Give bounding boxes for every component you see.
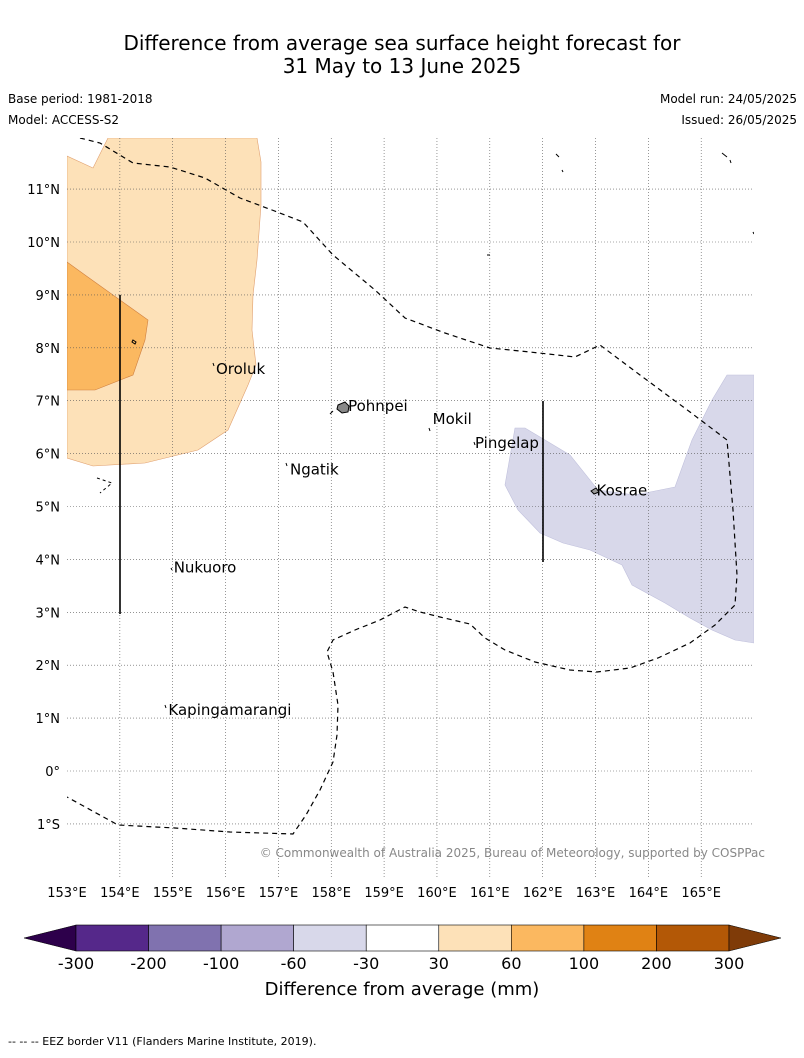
reef-marks	[164, 152, 754, 709]
longitude-label: 160°E	[417, 886, 457, 900]
colorbar-tick-label: 60	[501, 954, 521, 973]
longitude-label: 161°E	[470, 886, 510, 900]
longitude-label: 158°E	[311, 886, 351, 900]
latitude-label: 1°N	[36, 712, 61, 727]
colorbar-segment	[220, 924, 294, 952]
colorbar-segment	[75, 924, 149, 952]
latitude-label: 3°N	[36, 606, 61, 621]
latitude-label: 1°S	[37, 818, 60, 833]
place-label: Nukuoro	[174, 558, 237, 576]
longitude-label: 164°E	[629, 886, 669, 900]
colorbar-tick-label: -300	[58, 954, 94, 973]
eez-border-fragment	[96, 477, 114, 494]
colorbar-segment	[511, 924, 585, 952]
place-label: Oroluk	[216, 360, 265, 378]
latitude-label: 11°N	[27, 183, 60, 198]
anomaly-region-minus-30-60	[504, 374, 754, 644]
place-label: Pingelap	[475, 434, 539, 452]
model-name: Model: ACCESS-S2	[8, 113, 120, 127]
atoll-marker	[131, 339, 137, 345]
title-line-2: 31 May to 13 June 2025	[282, 54, 522, 78]
colorbar-tick-label: 300	[714, 954, 745, 973]
title-line-1: Difference from average sea surface heig…	[123, 31, 681, 55]
latitude-label: 8°N	[36, 342, 61, 357]
place-label: Pohnpei	[348, 397, 408, 415]
longitude-label: 155°E	[153, 886, 193, 900]
colorbar-over-arrow	[728, 924, 782, 952]
map-title: Difference from average sea surface heig…	[0, 32, 804, 78]
longitude-label: 153°E	[47, 886, 87, 900]
place-label: Kosrae	[597, 482, 648, 500]
kosrae-island	[590, 487, 600, 495]
longitude-label: 154°E	[100, 886, 140, 900]
longitude-label: 163°E	[576, 886, 616, 900]
colorbar-tick-label: -200	[130, 954, 166, 973]
latitude-labels: 11°N 10°N 9°N 8°N 7°N 6°N 5°N 4°N 3°N 2°N 1°N 0° 1°S	[27, 183, 60, 833]
place-label: Kapingamarangi	[168, 701, 291, 719]
base-period: Base period: 1981-2018	[8, 92, 153, 106]
colorbar-tick-label: -100	[203, 954, 239, 973]
longitude-label: 156°E	[206, 886, 246, 900]
colorbar-segments	[75, 924, 730, 952]
eez-border-north	[67, 138, 738, 835]
colorbar-segment	[365, 924, 440, 952]
longitude-label: 159°E	[364, 886, 404, 900]
longitude-label: 162°E	[523, 886, 563, 900]
longitude-labels: 153°E 154°E 155°E 156°E 157°E 158°E 159°E 160°E…	[47, 886, 721, 900]
latitude-label: 0°	[45, 765, 60, 780]
latitude-label: 6°N	[36, 448, 61, 463]
eez-footnote: -- -- -- EEZ border V11 (Flanders Marine…	[8, 1035, 317, 1048]
place-label: Ngatik	[290, 460, 339, 478]
colorbar-tick-labels: -300 -200 -100 -60 -30 30 60 100 200 300	[58, 954, 744, 973]
issued-date: Issued: 26/05/2025	[681, 113, 797, 127]
model-run: Model run: 24/05/2025	[659, 92, 797, 106]
colorbar-under-arrow	[23, 924, 77, 952]
colorbar-segment	[438, 924, 512, 952]
place-label: Mokil	[433, 410, 472, 428]
colorbar-segment	[583, 924, 657, 952]
colorbar-segment	[148, 924, 222, 952]
colorbar-label: Difference from average (mm)	[265, 979, 540, 1000]
latitude-label: 10°N	[27, 236, 60, 251]
lat-lon-grid	[67, 138, 754, 878]
colorbar-tick-label: -60	[281, 954, 307, 973]
colorbar-tick-label: 30	[429, 954, 449, 973]
colorbar-tick-label: 100	[569, 954, 600, 973]
anomaly-region-30-60	[67, 138, 262, 467]
colorbar-segment	[656, 924, 730, 952]
latitude-label: 9°N	[36, 289, 61, 304]
copyright-text: © Commonwealth of Australia 2025, Bureau…	[260, 846, 765, 860]
pohnpei-island	[336, 401, 350, 414]
colorbar-segment	[293, 924, 367, 952]
latitude-label: 4°N	[36, 553, 61, 568]
colorbar-tick-label: -30	[353, 954, 379, 973]
colorbar: -300 -200 -100 -60 -30 30 60 100 200 300 Differen…	[23, 924, 782, 1000]
latitude-label: 5°N	[36, 501, 61, 516]
longitude-label: 165°E	[681, 886, 721, 900]
longitude-label: 157°E	[259, 886, 299, 900]
latitude-label: 7°N	[36, 395, 61, 410]
anomaly-region-60-100	[67, 261, 149, 391]
latitude-label: 2°N	[36, 659, 61, 674]
colorbar-tick-label: 200	[641, 954, 672, 973]
